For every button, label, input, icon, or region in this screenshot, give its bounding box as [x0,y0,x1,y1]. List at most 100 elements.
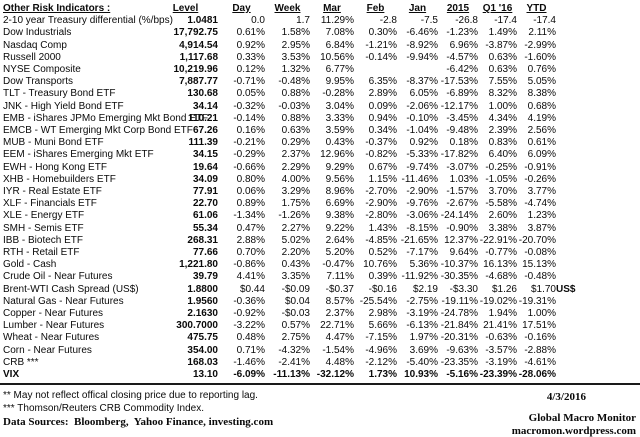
value-cell: 0.67% [368,161,397,173]
row-note [556,369,586,381]
value-cell: -32.12% [316,369,354,381]
value-cell: -0.91% [524,161,556,173]
value-cell: -4.74% [524,198,556,210]
row-note [556,15,586,27]
value-cell: 10.56% [320,51,354,63]
column-header: Q1 '16 [482,3,513,14]
value-cell: 1.58% [281,27,310,39]
value-cell: 0.92% [409,137,438,149]
row-note [556,247,586,259]
value-cell: -4.57% [446,51,478,63]
row-note [556,76,586,88]
row-label: XLE - Energy ETF [3,210,85,222]
value-cell: $1.26 [491,283,517,295]
value-cell: -3.19% [406,308,438,320]
value-cell: -0.66% [233,161,265,173]
row-note [556,271,586,283]
column-header-cell: Day [218,3,265,15]
level-cell: 1,117.68 [179,51,218,63]
value-cell: 4.48% [325,356,354,368]
value-cell: -0.48% [278,76,310,88]
value-cell: -7.17% [406,247,438,259]
value-cell: 1.75% [281,198,310,210]
value-cell: -0.26% [524,173,556,185]
value-cell: 0.0 [251,15,265,27]
row-label: Nasdaq Comp [3,39,67,51]
value-cell: -3.57% [485,344,517,356]
value-cell: 9.22% [325,222,354,234]
value-cell: -0.10% [406,112,438,124]
value-cell: -0.86% [233,259,265,271]
level-cell: 130.68 [187,88,218,100]
value-cell: -1.57% [446,186,478,198]
value-cell: -0.25% [485,161,517,173]
value-cell: 5.02% [281,234,310,246]
level-cell: 55.34 [192,222,218,234]
row-note [556,64,586,76]
value-cell: 9.95% [325,76,354,88]
row-label: RTH - Retail ETF [3,247,80,259]
row-label: Gold - Cash [3,259,57,271]
value-cell: $0.04 [284,295,310,307]
value-cell: 12.96% [320,149,354,161]
level-cell: 17,792.75 [173,27,219,39]
table-row: Natural Gas - Near Futures 1.9560 -0.36% $0… [3,296,586,308]
value-cell: 3.59% [325,125,354,137]
table-row: IBB - Biotech ETF 268.31 2.88% 5.02% 2.64% -4… [3,235,586,247]
column-header-cell: Jan [397,3,438,15]
value-cell: 8.38% [527,88,556,100]
value-cell: -$0.09 [281,283,310,295]
value-cell: -0.92% [233,308,265,320]
row-label: Russell 2000 [3,51,61,63]
value-cell: -2.88% [524,344,556,356]
value-cell: -28.06% [518,369,556,381]
level-cell: 67.26 [192,125,218,137]
row-label: IYR - Real Estate ETF [3,186,102,198]
value-cell: 15.13% [522,259,556,271]
value-cell: -7.5 [420,15,438,27]
value-cell: -1.23% [446,27,478,39]
value-cell: -8.37% [406,76,438,88]
value-cell: 2.64% [325,234,354,246]
row-note [556,345,586,357]
value-cell: -2.75% [406,295,438,307]
value-cell: 9.29% [325,161,354,173]
value-cell: 7.55% [488,76,517,88]
value-cell: 0.05% [236,88,265,100]
value-cell: -8.92% [406,39,438,51]
footnotes-block: ** May not reflect offical closing price… [0,390,273,428]
value-cell [354,64,397,76]
value-cell: 2.75% [281,332,310,344]
value-cell: $2.19 [412,283,438,295]
value-cell [397,64,438,76]
level-cell: 77.91 [192,186,218,198]
value-cell: 1.7 [296,15,310,27]
row-note [556,125,586,137]
value-cell: 0.88% [281,88,310,100]
value-cell: 2.95% [281,39,310,51]
value-cell: 3.77% [527,186,556,198]
table-row: XLF - Financials ETF 22.70 0.89% 1.75% 6.69%… [3,198,586,210]
value-cell: -2.70% [365,186,397,198]
level-cell: 4,914.54 [179,39,218,51]
value-cell: 2.89% [368,88,397,100]
risk-indicators-report: Other Risk Indicators : Level Day Week Mar Fe… [0,3,640,437]
value-cell: 0.39% [368,271,397,283]
row-note [556,162,586,174]
value-cell: -1.05% [485,173,517,185]
value-cell: -8.15% [406,222,438,234]
value-cell: 0.34% [368,125,397,137]
value-cell: 1.03% [449,173,478,185]
value-cell: 0.16% [236,125,265,137]
value-cell: -17.53% [440,76,478,88]
value-cell: 16.13% [483,259,517,271]
value-cell: -2.06% [406,100,438,112]
row-note [556,296,586,308]
row-label: Lumber - Near Futures [3,320,105,332]
column-header: YTD [526,3,547,14]
value-cell: -19.11% [441,295,478,307]
footnote-reporting-lag: ** May not reflect offical closing price… [3,390,258,402]
row-label: Dow Transports [3,76,74,88]
value-cell: -9.76% [406,198,438,210]
level-cell: 77.66 [192,247,218,259]
